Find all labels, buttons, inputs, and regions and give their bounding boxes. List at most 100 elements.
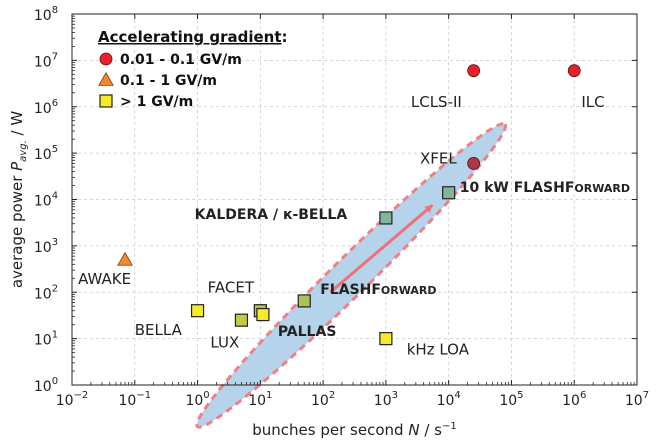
data-point-bella	[190, 304, 205, 318]
x-axis-label: bunches per second N / s−1	[252, 421, 456, 439]
legend-title-text: Accelerating gradient	[98, 28, 282, 46]
label-bella: BELLA	[135, 321, 183, 339]
x-tick-base: 10	[625, 393, 643, 409]
x-tick-base: 10	[185, 393, 203, 409]
y-tick-label: 101	[34, 330, 58, 349]
x-tick-label: 10−2	[56, 390, 89, 409]
label-flash: FLASHFORWARD	[320, 282, 436, 298]
label-flash10-part: 10 kW FLASHF	[460, 180, 575, 196]
point-labels: LCLS-II ILC XFEL AWAKE BELLA FACET LUX KALDERA …	[78, 93, 630, 359]
label-flash10-part: ORWARD	[574, 182, 630, 195]
label-awake: AWAKE	[78, 270, 131, 288]
label-kaldera: KALDERA / к-BELLA	[195, 207, 348, 223]
label-xfel: XFEL	[420, 149, 457, 167]
x-tick-label: 100	[185, 390, 209, 409]
x-tick-label: 102	[311, 390, 335, 409]
y-tick-base: 10	[34, 379, 52, 395]
legend-title: Accelerating gradient:	[98, 28, 288, 46]
y-axis-label-subscript: avg.	[18, 140, 29, 162]
axis-ticks: 10−2 10−1 100 101 102 103 104 105 106 10710010110…	[34, 5, 649, 409]
legend-marker-square	[99, 94, 113, 108]
x-tick-base: 10	[437, 393, 455, 409]
y-tick-exponent: 0	[52, 376, 58, 387]
y-tick-label: 105	[34, 144, 58, 163]
label-flash-part: FLASHF	[320, 282, 381, 298]
data-point-lux	[234, 313, 249, 327]
label-facet: FACET	[208, 278, 255, 296]
x-tick-exponent: 5	[517, 390, 523, 401]
y-tick-exponent: 8	[52, 5, 58, 16]
data-point-awake	[117, 251, 133, 266]
label-kloa: kHz LOA	[407, 341, 470, 359]
x-tick-exponent: 4	[454, 390, 460, 401]
y-tick-exponent: 7	[52, 51, 58, 62]
label-flash10: 10 kW FLASHFORWARD	[460, 180, 630, 196]
y-tick-exponent: 2	[52, 283, 58, 294]
y-tick-exponent: 5	[52, 144, 58, 155]
y-tick-label: 100	[34, 376, 58, 395]
x-axis-label-main: bunches per second	[252, 421, 408, 439]
data-point-xfel	[467, 157, 481, 170]
x-tick-exponent: 7	[643, 390, 649, 401]
y-tick-base: 10	[34, 286, 52, 302]
x-tick-label: 104	[437, 390, 461, 409]
label-ilc: ILC	[581, 93, 604, 111]
y-tick-label: 108	[34, 5, 58, 24]
x-tick-exponent: 1	[266, 390, 272, 401]
label-lux: LUX	[210, 333, 239, 351]
y-tick-base: 10	[34, 8, 52, 24]
x-tick-base: 10	[499, 393, 517, 409]
y-tick-base: 10	[34, 54, 52, 70]
x-tick-exponent: 6	[580, 390, 586, 401]
y-tick-label: 102	[34, 283, 58, 302]
y-tick-base: 10	[34, 147, 52, 163]
x-tick-base: 10	[562, 393, 580, 409]
y-axis-label-unit: / W	[8, 111, 26, 141]
label-pallas: PALLAS	[278, 324, 337, 340]
y-tick-label: 107	[34, 51, 58, 70]
y-tick-label: 106	[34, 98, 58, 117]
y-tick-label: 103	[34, 237, 58, 256]
y-tick-exponent: 1	[52, 330, 58, 341]
x-tick-base: 10	[311, 393, 329, 409]
legend-title-suffix: :	[282, 28, 288, 46]
y-tick-base: 10	[34, 333, 52, 349]
legend-entry-label: > 1 GV/m	[120, 94, 193, 110]
legend-marker-circle	[99, 52, 113, 66]
x-axis-label-variable: N	[408, 421, 419, 439]
x-tick-label: 106	[562, 390, 586, 409]
x-tick-exponent: −2	[74, 390, 89, 401]
x-tick-label: 107	[625, 390, 649, 409]
y-tick-exponent: 6	[52, 98, 58, 109]
y-tick-exponent: 4	[52, 191, 58, 202]
x-axis-label-unit-exponent: −1	[442, 421, 457, 432]
trend-region	[195, 122, 508, 429]
data-point-flashforward	[297, 294, 311, 308]
x-tick-base: 10	[118, 393, 136, 409]
x-tick-exponent: 0	[203, 390, 209, 401]
legend: Accelerating gradient: 0.01 - 0.1 GV/m 0.1…	[98, 28, 288, 110]
x-tick-label: 10−1	[118, 390, 151, 409]
x-tick-label: 101	[248, 390, 272, 409]
x-tick-label: 105	[499, 390, 523, 409]
x-tick-exponent: −1	[136, 390, 151, 401]
x-tick-base: 10	[374, 393, 392, 409]
y-axis-label: average power Pavg. / W	[8, 111, 29, 289]
x-tick-exponent: 2	[329, 390, 335, 401]
x-tick-exponent: 3	[392, 390, 398, 401]
label-lcls: LCLS-II	[411, 93, 462, 111]
legend-entry-label: 0.1 - 1 GV/m	[120, 73, 217, 89]
y-tick-label: 104	[34, 191, 58, 210]
x-tick-base: 10	[56, 393, 74, 409]
y-tick-base: 10	[34, 240, 52, 256]
x-tick-base: 10	[248, 393, 266, 409]
y-axis-label-main: average power	[8, 171, 26, 288]
trend-arrow	[329, 204, 434, 294]
data-point-pallas	[256, 307, 270, 322]
y-tick-base: 10	[34, 194, 52, 210]
data-points	[117, 64, 581, 346]
label-flash-part: ORWARD	[381, 284, 437, 297]
data-point-10-kw-flashforward	[442, 186, 456, 200]
x-tick-label: 103	[374, 390, 398, 409]
